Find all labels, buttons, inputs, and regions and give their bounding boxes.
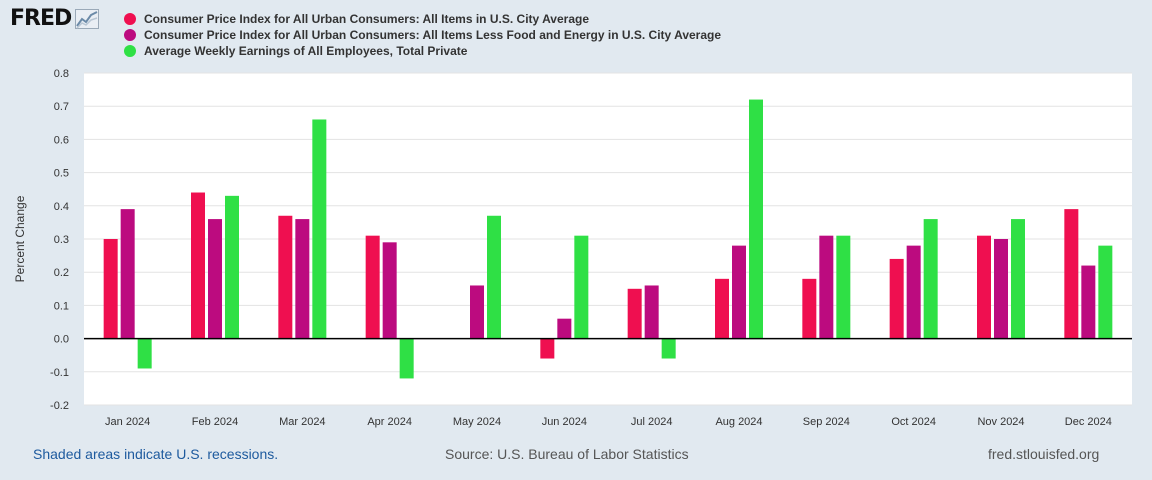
bar-chart[interactable]: -0.2 -0.1 0.0 0.1 0.2 0.3 0.4 0.5 0.6 0.7 0.8 Perce…	[0, 0, 1152, 440]
bar-3[interactable]	[1011, 219, 1025, 339]
bar-1[interactable]	[1064, 209, 1079, 339]
bar-2[interactable]	[120, 209, 135, 339]
bar-2[interactable]	[295, 219, 310, 339]
x-tick-label: Dec 2024	[1065, 416, 1112, 428]
x-tick-label: Aug 2024	[715, 416, 762, 428]
legend-marker	[124, 29, 136, 41]
legend-marker	[124, 45, 136, 57]
x-tick-label: Sep 2024	[803, 416, 850, 428]
y-tick-label: 0.2	[54, 267, 69, 279]
x-tick-label: Apr 2024	[367, 416, 412, 428]
legend-item-cpi-all[interactable]: Consumer Price Index for All Urban Consu…	[124, 11, 721, 27]
bar-2[interactable]	[382, 242, 397, 339]
bar-3[interactable]	[749, 99, 763, 339]
legend-item-earnings[interactable]: Average Weekly Earnings of All Employees…	[124, 43, 721, 59]
bar-1[interactable]	[365, 235, 380, 339]
bar-1[interactable]	[627, 288, 642, 339]
y-tick-label: 0.7	[54, 101, 69, 113]
x-tick-label: May 2024	[453, 416, 501, 428]
legend-label: Consumer Price Index for All Urban Consu…	[144, 12, 589, 26]
chart-line-icon	[75, 8, 100, 29]
bar-1[interactable]	[802, 278, 817, 339]
x-tick-label: Mar 2024	[279, 416, 325, 428]
bar-3[interactable]	[1098, 245, 1113, 339]
bar-1[interactable]	[889, 258, 904, 339]
x-tick-label: Jan 2024	[105, 416, 150, 428]
y-tick-label: 0.5	[54, 168, 69, 180]
legend-marker	[124, 13, 136, 25]
bar-2[interactable]	[732, 245, 746, 339]
bar-3[interactable]	[137, 338, 152, 369]
bar-3[interactable]	[399, 338, 414, 379]
bar-3[interactable]	[487, 215, 501, 339]
x-tick-label: Jun 2024	[542, 416, 587, 428]
logo-text: FRED	[10, 6, 72, 31]
recession-note: Shaded areas indicate U.S. recessions.	[33, 446, 279, 462]
bar-2[interactable]	[470, 285, 484, 339]
bar-1[interactable]	[715, 278, 729, 339]
bar-2[interactable]	[1081, 265, 1096, 339]
x-tick-label: Jul 2024	[631, 416, 673, 428]
y-tick-label: 0.0	[54, 334, 69, 346]
x-tick-label: Nov 2024	[977, 416, 1024, 428]
x-tick-label: Feb 2024	[192, 416, 238, 428]
y-tick-label: -0.1	[50, 367, 69, 379]
x-tick-label: Oct 2024	[891, 416, 936, 428]
bar-3[interactable]	[225, 195, 239, 339]
bar-2[interactable]	[208, 219, 222, 339]
y-tick-label: 0.4	[54, 201, 69, 213]
bar-1[interactable]	[540, 338, 555, 359]
legend-item-cpi-core[interactable]: Consumer Price Index for All Urban Consu…	[124, 27, 721, 43]
y-tick-label: -0.2	[50, 400, 69, 412]
fred-logo[interactable]: FRED	[10, 6, 100, 31]
bar-1[interactable]	[977, 235, 991, 339]
bar-2[interactable]	[906, 245, 921, 339]
bar-1[interactable]	[278, 215, 293, 339]
bar-2[interactable]	[819, 235, 834, 339]
bar-1[interactable]	[103, 239, 118, 339]
bar-2[interactable]	[557, 318, 572, 339]
bar-2[interactable]	[994, 239, 1008, 339]
y-tick-label: 0.6	[54, 134, 69, 146]
y-tick-label: 0.3	[54, 234, 69, 246]
legend-label: Consumer Price Index for All Urban Consu…	[144, 28, 722, 42]
bar-2[interactable]	[644, 285, 659, 339]
y-tick-label: 0.8	[54, 68, 69, 80]
y-axis-label: Percent Change	[13, 195, 27, 282]
bar-3[interactable]	[661, 338, 676, 359]
y-tick-label: 0.1	[54, 300, 69, 312]
bar-3[interactable]	[312, 119, 327, 339]
source-note: Source: U.S. Bureau of Labor Statistics	[445, 446, 689, 462]
bar-3[interactable]	[923, 219, 938, 339]
bar-1[interactable]	[191, 192, 205, 339]
site-link[interactable]: fred.stlouisfed.org	[988, 446, 1100, 462]
bar-3[interactable]	[574, 235, 589, 339]
legend-label: Average Weekly Earnings of All Employees…	[144, 44, 468, 58]
chart-legend: Consumer Price Index for All Urban Consu…	[124, 11, 721, 59]
bar-3[interactable]	[836, 235, 851, 339]
